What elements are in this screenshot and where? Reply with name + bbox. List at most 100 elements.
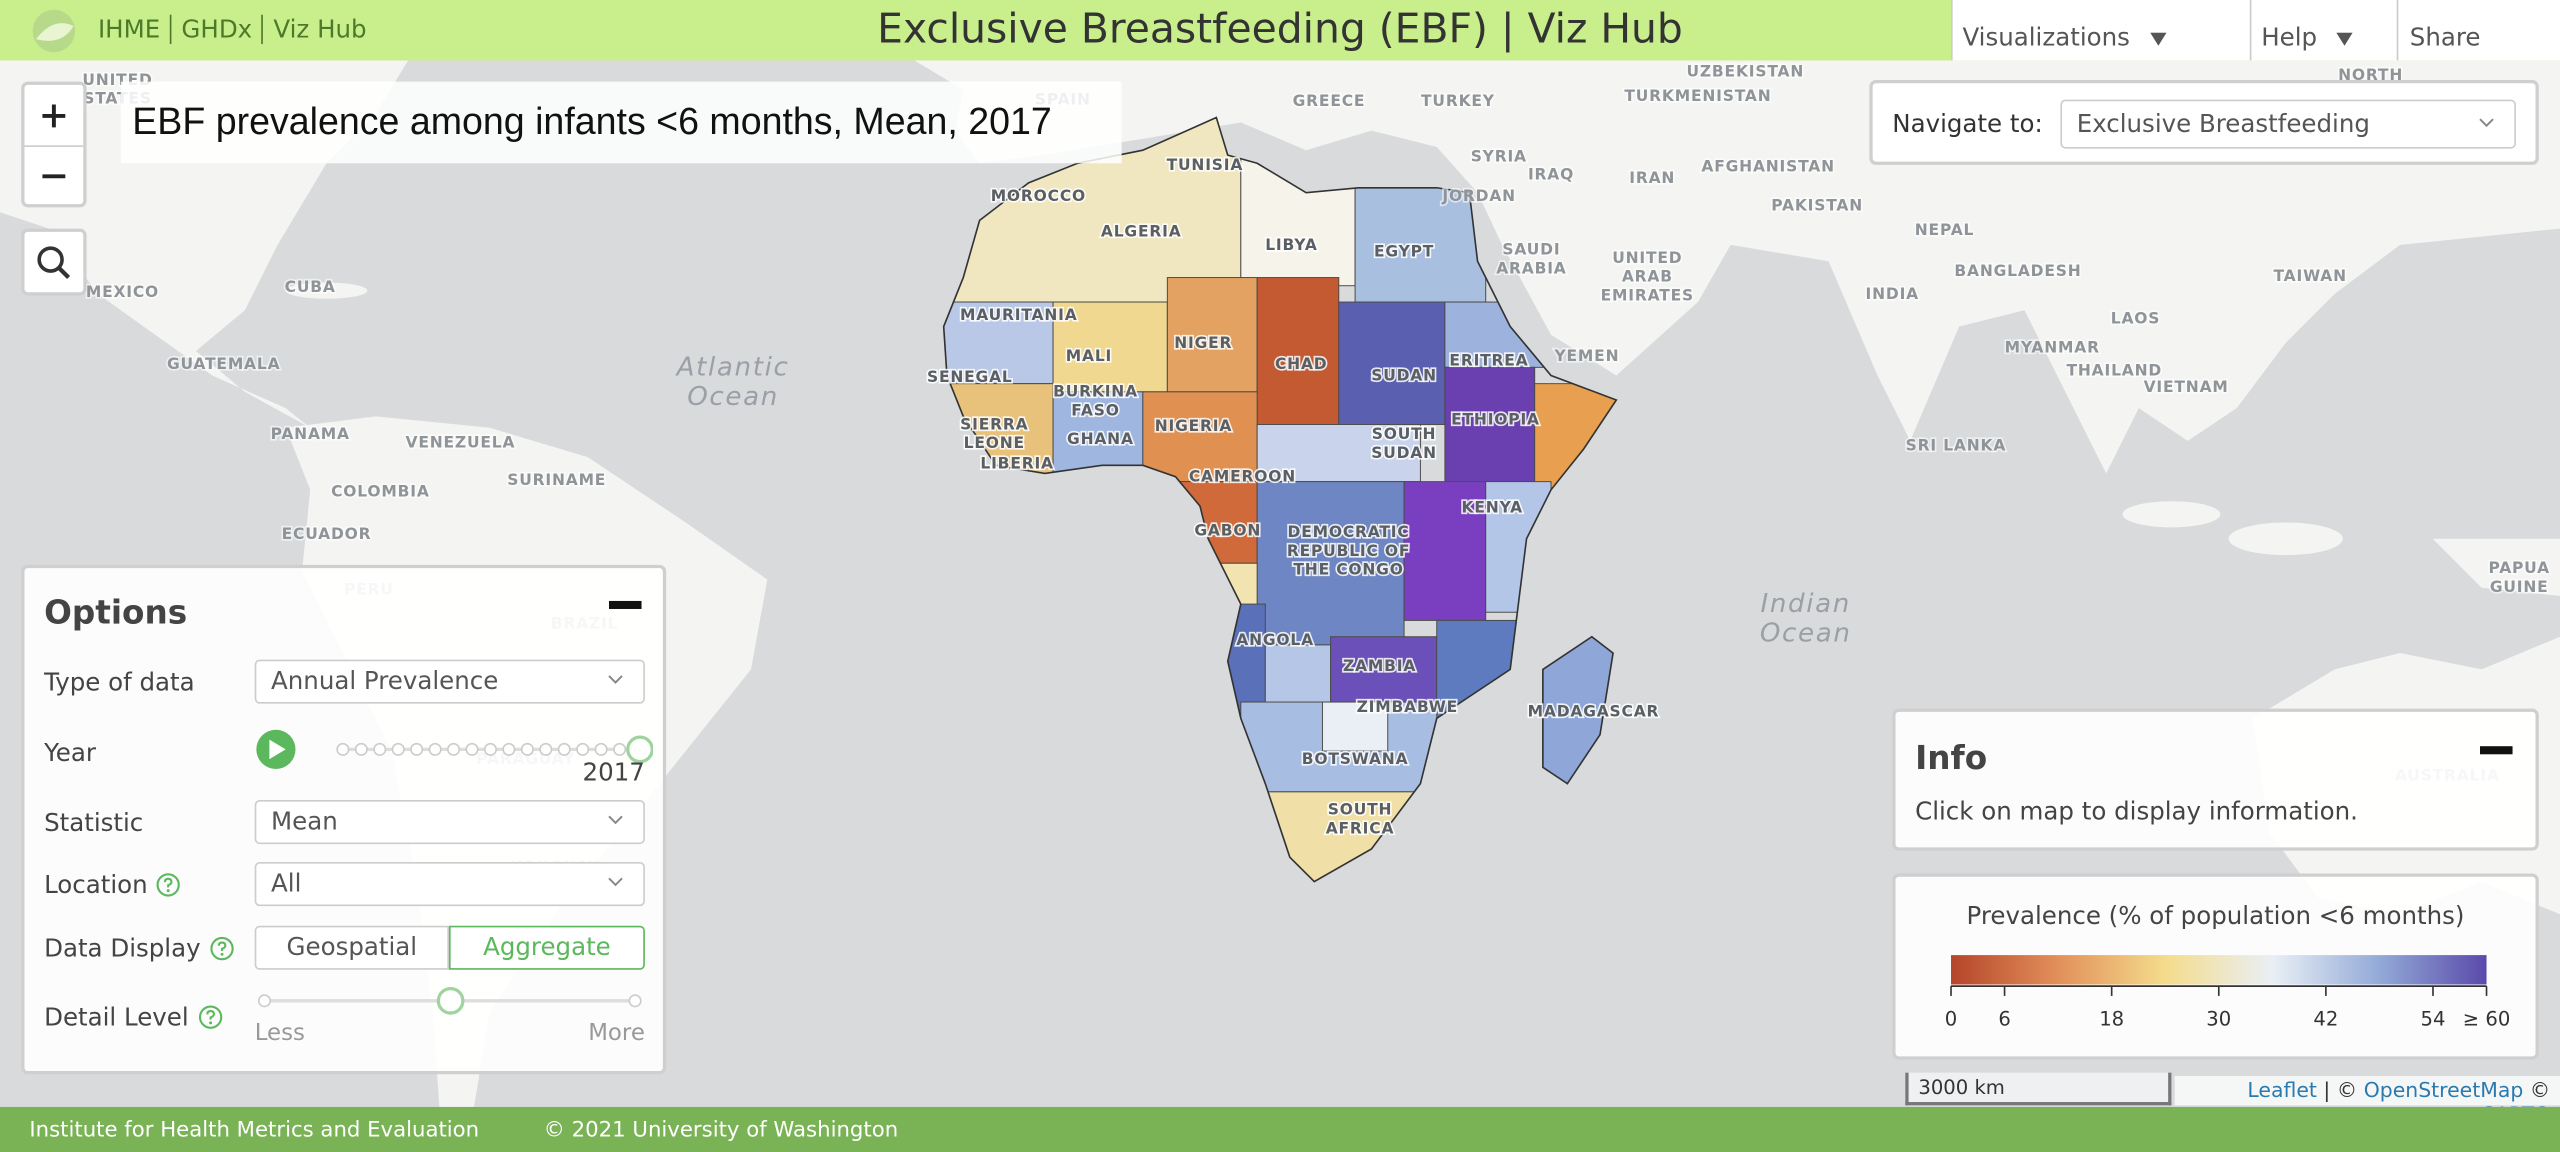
type-dropdown[interactable]: Annual Prevalence bbox=[254, 659, 645, 704]
map-label-line: SRI LANKA bbox=[1906, 437, 2006, 455]
map-label-line: PANAMA bbox=[271, 425, 350, 443]
map-label: PAKISTAN bbox=[1771, 197, 1863, 215]
footer-text: Institute for Health Metrics and Evaluat… bbox=[29, 1118, 480, 1143]
slider-handle bbox=[626, 735, 654, 764]
map-label: SOUTH AFRICA bbox=[1326, 801, 1395, 838]
tick-label: 18 bbox=[2099, 1007, 2124, 1030]
attribution-link[interactable]: OpenStreetMap bbox=[2363, 1077, 2524, 1103]
map-label-line: VIETNAM bbox=[2144, 378, 2229, 396]
map-label-line: YEMEN bbox=[1553, 347, 1619, 365]
menu-item[interactable]: Share bbox=[2396, 0, 2560, 61]
map-label-line: GHANA bbox=[1067, 430, 1134, 448]
info-text: Click on map to display information. bbox=[1915, 796, 2358, 827]
map-label: VIETNAM bbox=[2144, 378, 2229, 396]
year-slider[interactable] bbox=[253, 727, 654, 773]
slider-step bbox=[576, 742, 590, 756]
slider-step bbox=[465, 742, 479, 756]
nav-links: IHME GHDx Viz Hub bbox=[98, 14, 367, 45]
label-text: Detail Level bbox=[44, 1002, 189, 1032]
map-label-line: PAPUA bbox=[2488, 559, 2549, 577]
nav-link[interactable]: IHME bbox=[98, 14, 172, 45]
map-label: SAUDI ARABIA bbox=[1496, 241, 1566, 278]
footer: Institute for Health Metrics and Evaluat… bbox=[0, 1106, 2560, 1152]
caret bbox=[2149, 32, 2166, 46]
map-label: SRI LANKA bbox=[1906, 437, 2006, 455]
info-panel: Info Click on map to display information… bbox=[1892, 708, 2539, 851]
help-icon[interactable] bbox=[209, 936, 235, 962]
statistic-dropdown[interactable]: Mean bbox=[254, 799, 645, 845]
row-label: Data Display bbox=[44, 934, 235, 963]
map-label-line: EMIRATES bbox=[1601, 286, 1694, 304]
map-title: EBF prevalence among infants <6 months, … bbox=[120, 81, 1122, 164]
map-label-line: MYANMAR bbox=[2005, 339, 2100, 357]
collapse-button[interactable] bbox=[2480, 746, 2513, 756]
tick-label: 42 bbox=[2313, 1007, 2338, 1030]
map-label: LAOS bbox=[2111, 309, 2160, 327]
map-label-line: MEXICO bbox=[86, 283, 159, 301]
zoom-out[interactable] bbox=[24, 147, 83, 206]
map-label-line: DEMOCRATIC bbox=[1288, 523, 1410, 541]
location-dropdown[interactable]: All bbox=[254, 862, 645, 907]
map-label: COLOMBIA bbox=[331, 482, 430, 500]
map-label-line: ECUADOR bbox=[282, 525, 372, 543]
map-label-line: VENEZUELA bbox=[406, 433, 516, 451]
map-label-line: SUDAN bbox=[1371, 366, 1437, 384]
zoom-control bbox=[21, 81, 87, 208]
map-label: Atlantic Ocean bbox=[675, 353, 790, 412]
map-label: NIGER bbox=[1174, 334, 1232, 352]
map-label-line: AFGHANISTAN bbox=[1701, 157, 1835, 175]
map-label: MEXICO bbox=[86, 283, 159, 301]
map-label-line: FASO bbox=[1071, 402, 1119, 420]
map-label: MALI bbox=[1066, 347, 1112, 365]
map-label-line: MALI bbox=[1066, 347, 1112, 365]
map-label: THAILAND bbox=[2067, 362, 2163, 380]
map-label: BOTSWANA bbox=[1302, 750, 1409, 768]
help-icon[interactable] bbox=[156, 872, 182, 898]
collapse-button[interactable] bbox=[608, 600, 642, 611]
menu-item[interactable]: Help bbox=[2249, 0, 2397, 61]
navigate-dropdown[interactable]: Exclusive Breastfeeding bbox=[2060, 99, 2516, 149]
map-label: BANGLADESH bbox=[1954, 262, 2081, 280]
nav-link[interactable]: Viz Hub bbox=[273, 14, 367, 45]
zoom-in[interactable] bbox=[24, 85, 83, 145]
map-label: TURKEY bbox=[1421, 92, 1495, 110]
map-label: SUDAN bbox=[1371, 366, 1437, 384]
map-label: MOROCCO bbox=[991, 187, 1086, 205]
detail-slider[interactable] bbox=[253, 984, 653, 1017]
search-button[interactable] bbox=[21, 228, 87, 296]
attribution-link[interactable]: Leaflet bbox=[2247, 1077, 2317, 1103]
map-label-line: Indian bbox=[1761, 589, 1851, 619]
map-label-line: ERITREA bbox=[1449, 352, 1528, 370]
map-label: ECUADOR bbox=[282, 525, 372, 543]
map-label-line: CHAD bbox=[1275, 355, 1327, 373]
legend-title: Prevalence (% of population <6 months) bbox=[1966, 901, 2465, 931]
toggle-option[interactable]: Geospatial bbox=[254, 925, 449, 970]
map-label-line: SENEGAL bbox=[927, 368, 1013, 386]
map-label: MYANMAR bbox=[2005, 339, 2100, 357]
map-label: GUATEMALA bbox=[167, 355, 280, 373]
map-label-line: BURKINA bbox=[1053, 383, 1138, 401]
menu-label: Share bbox=[2409, 22, 2481, 53]
slider-step bbox=[447, 742, 461, 756]
logo[interactable] bbox=[29, 7, 78, 56]
map-label: SENEGAL bbox=[927, 368, 1013, 386]
toggle-option-active[interactable]: Aggregate bbox=[448, 925, 645, 970]
map-label-line: COLOMBIA bbox=[331, 482, 430, 500]
menu-item[interactable]: Visualizations bbox=[1951, 0, 2250, 61]
navigate-box: Navigate to: Exclusive Breastfeeding bbox=[1869, 80, 2539, 165]
map-label: ALGERIA bbox=[1101, 223, 1182, 241]
color-bar bbox=[1951, 955, 2487, 985]
help-icon[interactable] bbox=[197, 1004, 223, 1030]
map-label-line: PAKISTAN bbox=[1771, 197, 1863, 215]
map-label-line: Ocean bbox=[1760, 619, 1852, 649]
map-label: IRAN bbox=[1629, 169, 1675, 187]
nav-link[interactable]: GHDx bbox=[172, 14, 264, 45]
header: IHME GHDx Viz Hub Exclusive Breastfeedin… bbox=[0, 0, 2560, 61]
madagascar[interactable] bbox=[1542, 635, 1614, 785]
scale-bar: 3000 km bbox=[1905, 1072, 2172, 1106]
map-label: MAURITANIA bbox=[960, 306, 1078, 324]
panel-title: Info bbox=[1915, 737, 1988, 778]
map-label-line: ANGOLA bbox=[1236, 631, 1314, 649]
